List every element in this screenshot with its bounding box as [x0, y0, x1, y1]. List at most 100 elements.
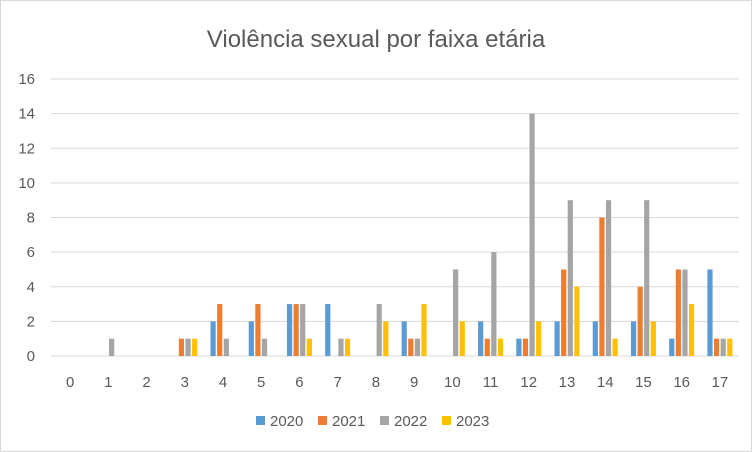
x-tick-label: 8 [372, 374, 380, 391]
y-tick-label: 6 [27, 244, 35, 261]
bar-2020-age-12 [516, 338, 522, 356]
y-tick-label: 0 [27, 348, 35, 365]
bar-2023-age-6 [306, 338, 312, 356]
bar-2022-age-7 [338, 338, 344, 356]
bar-2021-age-13 [561, 269, 567, 356]
bar-2022-age-3 [185, 338, 191, 356]
x-tick-label: 9 [410, 374, 418, 391]
x-tick-label: 12 [520, 374, 537, 391]
bar-2021-age-17 [713, 338, 720, 356]
bar-2023-age-8 [383, 321, 389, 356]
bar-2023-age-17 [727, 338, 733, 356]
bar-2022-age-13 [567, 200, 573, 356]
y-axis-ticks: 0 2 4 6 8 10 12 14 16 [18, 71, 35, 365]
bar-2020-age-5 [248, 321, 254, 356]
bar-2020-age-15 [630, 321, 637, 356]
legend-item-2021: 2021 [318, 413, 365, 430]
bar-2021-age-11 [484, 338, 490, 356]
bars [109, 113, 733, 356]
x-tick-label: 17 [712, 374, 729, 391]
x-tick-label: 2 [142, 374, 150, 391]
x-tick-label: 15 [635, 374, 652, 391]
bar-2023-age-16 [688, 304, 695, 356]
bar-2020-age-13 [554, 321, 560, 356]
bar-2020-age-16 [669, 338, 675, 356]
y-tick-label: 2 [27, 313, 35, 330]
legend-label-2022: 2022 [394, 413, 427, 430]
bar-2023-age-13 [574, 286, 580, 356]
bar-2022-age-5 [261, 338, 268, 356]
legend-item-2023: 2023 [442, 413, 489, 430]
x-tick-label: 13 [559, 374, 576, 391]
bar-2020-age-11 [478, 321, 484, 356]
bar-2020-age-6 [286, 304, 293, 356]
x-tick-label: 7 [333, 374, 341, 391]
legend-swatch-2020 [256, 416, 265, 425]
legend-label-2023: 2023 [456, 413, 489, 430]
bar-2021-age-5 [255, 304, 261, 356]
x-tick-label: 6 [295, 374, 303, 391]
legend-label-2020: 2020 [270, 413, 303, 430]
bar-2022-age-9 [414, 338, 421, 356]
bar-2022-age-6 [300, 304, 306, 356]
y-tick-label: 8 [27, 210, 35, 227]
gridlines [51, 78, 739, 357]
bar-2021-age-6 [293, 304, 299, 356]
bar-2022-age-4 [223, 338, 229, 356]
y-tick-label: 10 [18, 175, 35, 192]
bar-2021-age-12 [522, 338, 529, 356]
bar-2021-age-3 [178, 338, 185, 356]
x-tick-label: 11 [483, 374, 499, 391]
bar-2023-age-10 [459, 321, 465, 356]
x-tick-label: 5 [257, 374, 265, 391]
bar-2021-age-14 [599, 217, 605, 356]
x-tick-label: 0 [66, 374, 74, 391]
y-tick-label: 12 [18, 140, 35, 157]
bar-2020-age-9 [401, 321, 407, 356]
legend-item-2022: 2022 [380, 413, 427, 430]
x-axis-ticks: 0 1 2 3 4 5 6 7 8 9 10 11 12 13 14 15 16 17 [66, 374, 728, 391]
bar-2023-age-9 [421, 304, 427, 356]
bar-2023-age-11 [497, 338, 504, 356]
legend-swatch-2023 [442, 416, 451, 425]
bar-2022-age-15 [644, 200, 650, 356]
x-tick-label: 4 [219, 374, 227, 391]
bar-2020-age-14 [592, 321, 598, 356]
bar-2022-age-11 [491, 252, 497, 356]
bar-2022-age-16 [682, 269, 688, 356]
x-tick-label: 1 [104, 374, 112, 391]
x-tick-label: 10 [444, 374, 461, 391]
bar-2020-age-4 [210, 321, 216, 356]
bar-2023-age-15 [650, 321, 656, 356]
y-tick-label: 14 [18, 106, 35, 123]
bar-2023-age-12 [536, 321, 542, 356]
bar-2022-age-10 [453, 269, 459, 356]
y-tick-label: 16 [18, 71, 35, 88]
bar-2020-age-17 [707, 269, 713, 356]
chart-title: Violência sexual por faixa etária [207, 26, 546, 53]
bar-2023-age-14 [612, 338, 618, 356]
bar-2022-age-14 [605, 200, 612, 356]
x-tick-label: 3 [181, 374, 189, 391]
legend-swatch-2022 [380, 416, 389, 425]
bar-2022-age-8 [376, 304, 382, 356]
bar-2020-age-7 [325, 304, 331, 356]
legend: 2020 2021 2022 2023 [256, 413, 489, 430]
bar-2021-age-15 [637, 286, 643, 356]
legend-label-2021: 2021 [332, 413, 365, 430]
bar-2023-age-3 [192, 338, 198, 356]
y-tick-label: 4 [27, 279, 35, 296]
bar-2022-age-1 [109, 338, 115, 356]
bar-2021-age-16 [675, 269, 681, 356]
bar-2021-age-4 [217, 304, 223, 356]
x-tick-label: 16 [673, 374, 690, 391]
legend-swatch-2021 [318, 416, 327, 425]
bar-2021-age-9 [408, 338, 414, 356]
bar-2022-age-12 [529, 113, 535, 356]
legend-item-2020: 2020 [256, 413, 303, 430]
x-tick-label: 14 [597, 374, 614, 391]
bar-2023-age-7 [344, 338, 351, 356]
bar-2022-age-17 [720, 338, 726, 356]
